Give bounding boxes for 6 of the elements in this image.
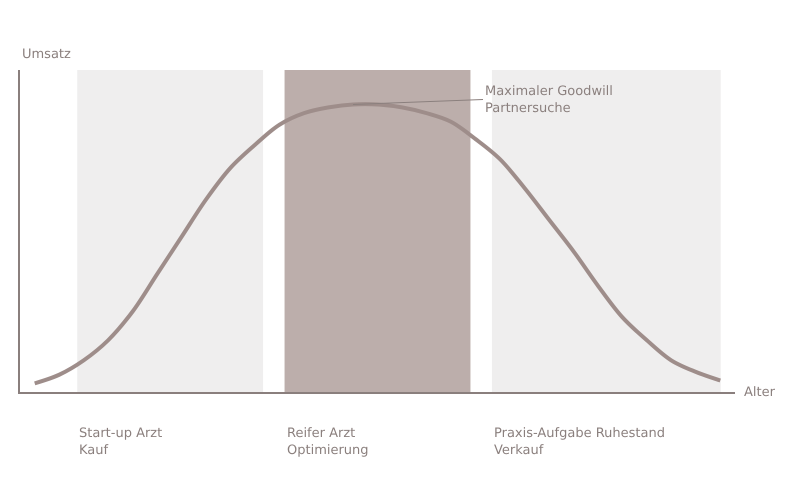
y-axis-title: Umsatz — [22, 47, 72, 62]
x-axis-title: Alter — [744, 385, 776, 400]
text: Start-up Arzt Kauf — [79, 426, 162, 458]
annotation: Maximaler Goodwill Partnersuche — [485, 84, 613, 116]
text: Praxis-Aufgabe Ruhestand Verkauf — [494, 426, 665, 458]
text: Reifer Arzt Optimierung — [287, 426, 369, 458]
